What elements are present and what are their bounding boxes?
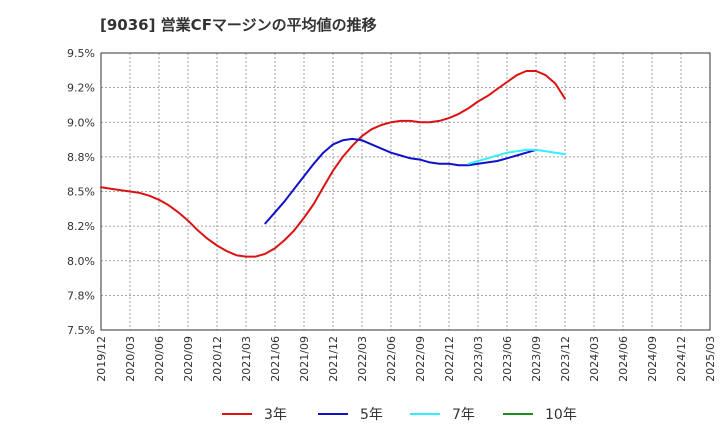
x-tick-label: 2024/03	[588, 336, 601, 382]
series-line	[264, 137, 537, 225]
x-tick-label: 2022/09	[414, 336, 427, 382]
y-tick-label: 8.0%	[67, 255, 95, 268]
legend-label: 7年	[452, 407, 475, 423]
y-tick-label: 9.0%	[67, 116, 95, 129]
x-tick-label: 2021/03	[240, 336, 253, 382]
y-tick-label: 8.8%	[67, 151, 95, 164]
legend-label: 3年	[264, 407, 287, 423]
y-tick-label: 8.2%	[67, 220, 95, 233]
x-tick-label: 2020/06	[153, 336, 166, 382]
x-tick-label: 2024/09	[646, 336, 659, 382]
x-tick-label: 2024/06	[617, 336, 630, 382]
x-tick-label: 2024/12	[675, 336, 688, 382]
legend-label: 10年	[545, 407, 577, 423]
series-line	[467, 148, 566, 165]
x-tick-label: 2021/12	[327, 336, 340, 382]
x-tick-label: 2023/03	[472, 336, 485, 382]
y-tick-label: 9.5%	[67, 47, 95, 60]
y-tick-label: 9.2%	[67, 82, 95, 95]
y-tick-label: 7.8%	[67, 289, 95, 302]
x-tick-label: 2023/09	[530, 336, 543, 382]
y-tick-label: 8.5%	[67, 186, 95, 199]
x-tick-label: 2020/12	[211, 336, 224, 382]
x-tick-label: 2022/12	[443, 336, 456, 382]
chart-title: [9036] 営業CFマージンの平均値の推移	[100, 16, 377, 34]
x-tick-label: 2020/09	[182, 336, 195, 382]
legend-label: 5年	[360, 407, 383, 423]
plot-border	[100, 52, 711, 331]
x-tick-label: 2022/06	[385, 336, 398, 382]
x-tick-label: 2023/06	[501, 336, 514, 382]
x-tick-label: 2021/06	[269, 336, 282, 382]
y-tick-label: 7.5%	[67, 324, 95, 337]
x-tick-label: 2023/12	[559, 336, 572, 382]
x-tick-label: 2021/09	[298, 336, 311, 382]
x-tick-label: 2019/12	[95, 336, 108, 382]
x-tick-label: 2025/03	[704, 336, 717, 382]
x-tick-label: 2020/03	[124, 336, 137, 382]
x-tick-label: 2022/03	[356, 336, 369, 382]
series-line	[100, 70, 566, 258]
